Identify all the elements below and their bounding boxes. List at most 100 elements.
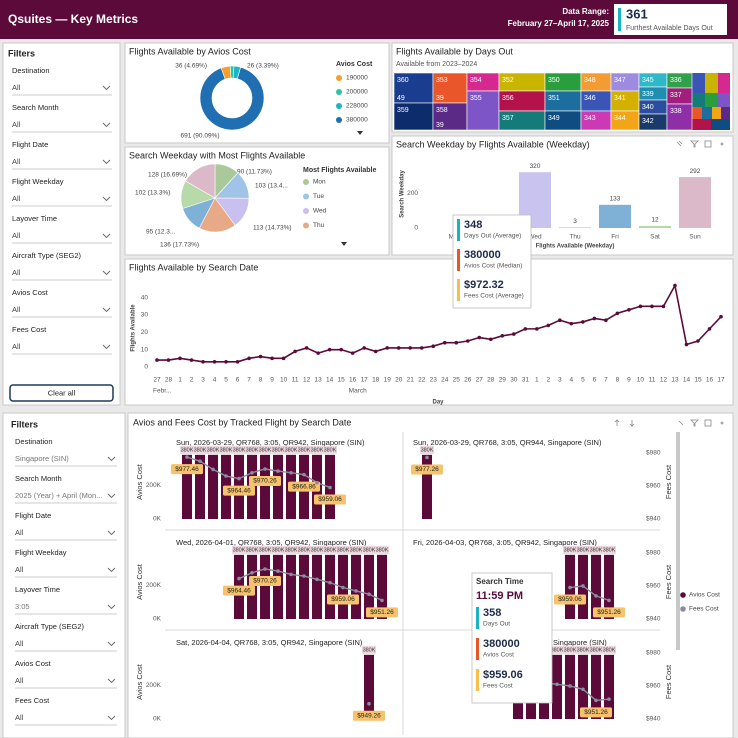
dropdown-chevron: [102, 270, 111, 276]
legend-more[interactable]: [341, 242, 347, 246]
tooltip: [471, 572, 553, 704]
y-tick-label: 30: [141, 312, 149, 319]
filter-value[interactable]: All: [12, 231, 21, 240]
bar: [639, 225, 671, 228]
bar-label-bg: [297, 545, 311, 554]
filter-value[interactable]: 2025 (Year) + April (Mon...: [15, 491, 102, 500]
legend-more[interactable]: [357, 131, 363, 135]
line-marker: [155, 358, 159, 362]
cell-label: 349: [548, 115, 560, 122]
scrollbar[interactable]: [676, 432, 680, 650]
x-tick-label: 10: [280, 377, 288, 384]
bar-label-bg: [563, 645, 577, 654]
bar-label-bg: [232, 445, 246, 454]
slice-label: 26 (3.39%): [247, 63, 279, 70]
bar-label: 380K: [181, 447, 194, 453]
bar-label: 380K: [603, 547, 616, 553]
bar-label: 380K: [285, 447, 298, 453]
avios-bar: [260, 454, 270, 519]
cell-label: 346: [584, 95, 596, 102]
filter-value[interactable]: Singapore (SIN): [15, 454, 69, 463]
x-tick-label: Fri: [611, 234, 619, 241]
filter-label: Aircraft Type (SEG2): [15, 622, 85, 631]
filter-value[interactable]: All: [12, 268, 21, 277]
filter-value[interactable]: All: [15, 676, 24, 685]
bar-label: 380K: [337, 547, 350, 553]
slice-label: 128 (16.69%): [148, 172, 187, 179]
x-tick-label: 8: [259, 377, 263, 384]
bar-label-bg: [310, 445, 324, 454]
fees-marker: [594, 698, 598, 703]
y2-tick-label: $980: [646, 550, 661, 557]
fees-marker: [237, 576, 241, 581]
bar-label: 380K: [421, 447, 434, 453]
x-tick-label: 3: [558, 377, 562, 384]
cell-label: 348: [584, 77, 596, 84]
x-tick-label: Wed: [528, 234, 542, 241]
line-marker: [569, 321, 574, 326]
filter-value[interactable]: All: [15, 639, 24, 648]
cell-label: 336: [670, 77, 682, 84]
filter-value[interactable]: All: [12, 120, 21, 129]
line-marker: [535, 327, 539, 331]
tooltip-label: Days Out (Average): [464, 233, 521, 240]
cell-label: 339: [642, 91, 654, 98]
x-tick-label: Sat: [650, 234, 660, 241]
fee-label-bg: [411, 464, 443, 475]
bar-label-bg: [420, 445, 434, 454]
filter-value[interactable]: All: [15, 528, 24, 537]
filter-value[interactable]: 3:05: [15, 602, 30, 611]
x-tick-label: 5: [581, 377, 585, 384]
line-marker: [247, 356, 251, 361]
filter-label: Fees Cost: [15, 696, 50, 705]
fees-marker: [289, 572, 293, 577]
avios-bar: [299, 554, 309, 619]
dropdown-chevron: [107, 604, 116, 610]
dropdown-chevron: [107, 678, 116, 684]
tooltip-time: 11:59 PM: [476, 590, 523, 602]
filter-value[interactable]: All: [12, 194, 21, 203]
line-marker: [454, 340, 459, 345]
x-tick-label: 21: [407, 377, 415, 384]
filter-value[interactable]: All: [12, 157, 21, 166]
clear-button[interactable]: [9, 384, 114, 402]
line-marker: [523, 327, 528, 331]
cell-label: 356: [502, 95, 514, 102]
filter-value[interactable]: All: [15, 565, 24, 574]
line-marker: [396, 346, 401, 350]
panel-title: Sat, 2026-04-04, QR768, 3:05, QR942, Sin…: [176, 638, 363, 647]
x-tick-label: 14: [326, 377, 334, 384]
line-marker: [546, 323, 551, 328]
bar-label: 380K: [376, 547, 389, 553]
filter-value[interactable]: All: [12, 342, 21, 351]
avios-bar: [604, 554, 614, 619]
y-tick-label: 0K: [153, 716, 162, 723]
bar-label-bg: [284, 545, 298, 554]
fee-label: $949.26: [357, 712, 381, 719]
visual-icons[interactable]: [614, 140, 724, 427]
tooltip-accent: [457, 219, 460, 241]
dropdown-chevron: [107, 715, 116, 721]
avios-bar: [591, 654, 601, 719]
y-tick-label: 0K: [153, 616, 162, 623]
x-tick-label: 17: [361, 377, 369, 384]
bar-value-label: 3: [573, 218, 577, 225]
filter-label: Layover Time: [12, 214, 57, 223]
bar-label: 380K: [194, 447, 207, 453]
x-tick-label: 27: [476, 377, 484, 384]
filter-value[interactable]: All: [12, 83, 21, 92]
cell-sublabel: 39: [436, 122, 444, 129]
fees-marker: [568, 684, 572, 688]
line-marker: [316, 351, 320, 355]
line-marker: [212, 360, 217, 364]
filter-value[interactable]: All: [15, 713, 24, 722]
kpi-accent: [618, 8, 621, 31]
clear-button-label[interactable]: Clear all: [48, 388, 76, 397]
avios-bar: [325, 554, 335, 619]
fees-marker: [289, 470, 293, 475]
line-marker: [258, 354, 263, 359]
filter-value[interactable]: All: [12, 305, 21, 314]
bar-label-bg: [336, 545, 350, 554]
line-marker: [581, 320, 585, 324]
x-axis-title: Flights Available (Weekday): [536, 244, 615, 250]
